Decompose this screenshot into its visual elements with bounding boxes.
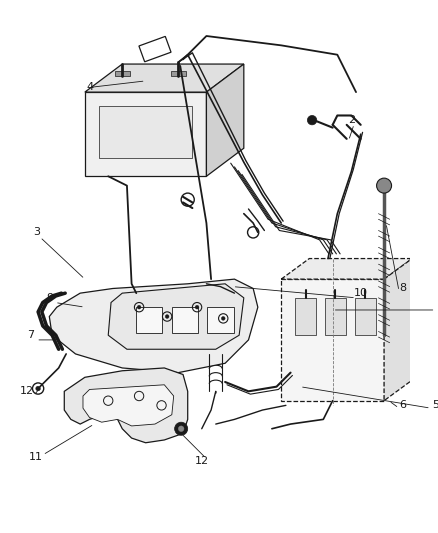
Polygon shape [384, 259, 412, 401]
Text: 1: 1 [437, 302, 438, 312]
Text: 12: 12 [194, 456, 209, 466]
Polygon shape [171, 70, 186, 76]
Circle shape [307, 116, 317, 125]
Polygon shape [49, 279, 258, 373]
Circle shape [165, 314, 169, 318]
Text: 9: 9 [46, 293, 53, 303]
Polygon shape [136, 307, 162, 333]
Polygon shape [355, 298, 376, 335]
Polygon shape [85, 64, 244, 92]
Polygon shape [83, 385, 174, 426]
Text: 3: 3 [33, 228, 40, 237]
Circle shape [377, 178, 392, 193]
Polygon shape [281, 279, 384, 401]
Circle shape [178, 426, 184, 432]
Text: 6: 6 [399, 400, 406, 410]
Polygon shape [85, 92, 206, 176]
Circle shape [195, 305, 199, 309]
Polygon shape [295, 298, 316, 335]
Polygon shape [207, 307, 233, 333]
Polygon shape [206, 64, 244, 176]
Polygon shape [172, 307, 198, 333]
Polygon shape [115, 70, 130, 76]
Text: 4: 4 [86, 83, 93, 92]
Circle shape [221, 317, 225, 320]
Circle shape [137, 305, 141, 309]
Polygon shape [99, 106, 192, 158]
Text: 8: 8 [399, 284, 406, 294]
Polygon shape [64, 368, 188, 443]
Text: 2: 2 [348, 115, 355, 125]
Text: 12: 12 [20, 386, 34, 397]
Bar [139, 36, 171, 62]
Polygon shape [325, 298, 346, 335]
Text: 5: 5 [432, 400, 438, 410]
Text: 11: 11 [29, 452, 43, 462]
Text: 10: 10 [354, 288, 368, 298]
Circle shape [175, 422, 188, 435]
Text: 7: 7 [27, 330, 34, 340]
Polygon shape [281, 259, 412, 279]
Polygon shape [108, 284, 244, 349]
Circle shape [36, 386, 40, 391]
